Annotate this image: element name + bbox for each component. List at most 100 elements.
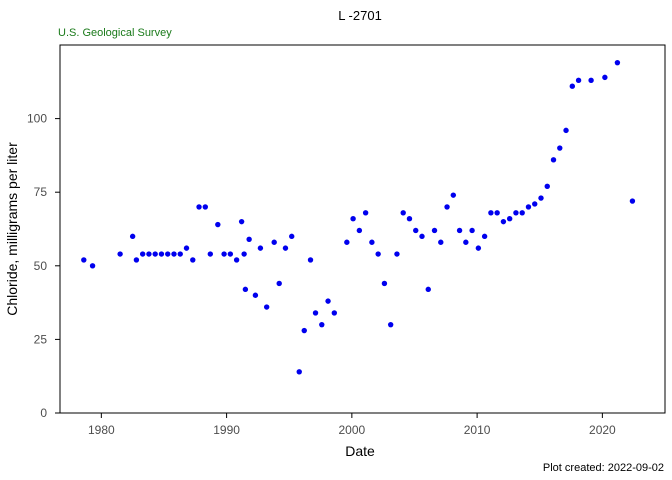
data-point: [538, 195, 544, 201]
data-point: [614, 59, 621, 66]
data-point: [350, 215, 356, 222]
data-point: [444, 204, 450, 210]
data-point: [296, 369, 302, 375]
data-point: [301, 327, 307, 334]
data-point: [263, 304, 270, 310]
agency-label: U.S. Geological Survey: [58, 27, 172, 39]
y-axis-title: Chloride, milligrams per liter: [4, 142, 20, 316]
data-point: [387, 321, 394, 328]
data-point: [81, 257, 87, 263]
data-point: [139, 251, 146, 257]
data-point: [177, 251, 183, 257]
plot-frame: [59, 44, 666, 414]
x-tick-label: 2010: [464, 423, 491, 437]
data-point: [196, 204, 202, 210]
data-point: [207, 251, 214, 257]
data-point: [129, 233, 136, 240]
data-point: [463, 239, 469, 245]
data-point: [513, 210, 519, 216]
chart-title: L -2701: [338, 8, 382, 23]
data-point: [425, 286, 431, 293]
x-tick-label: 2000: [339, 423, 366, 437]
data-point: [500, 218, 507, 225]
y-tick-label: 0: [40, 406, 47, 420]
data-point: [602, 74, 608, 81]
data-point: [227, 251, 234, 257]
data-point: [362, 210, 369, 216]
plot-created-note: Plot created: 2022-09-02: [543, 462, 664, 474]
data-point: [233, 257, 240, 263]
data-point: [158, 251, 165, 257]
data-point: [238, 218, 245, 225]
data-point: [276, 280, 282, 287]
data-point: [257, 245, 264, 251]
data-point: [525, 204, 532, 210]
data-point: [271, 239, 277, 245]
data-point: [319, 321, 325, 328]
y-tick-label: 50: [34, 259, 48, 273]
data-point: [550, 157, 557, 163]
data-point: [190, 257, 196, 263]
data-point: [506, 215, 513, 222]
data-point: [165, 251, 171, 257]
data-point: [494, 210, 500, 216]
data-points: [81, 59, 636, 375]
data-point: [89, 263, 96, 269]
data-point: [431, 227, 438, 234]
data-point: [532, 201, 538, 207]
data-point: [419, 233, 425, 240]
x-axis: 1980 1990 2000 2010 2020: [88, 413, 616, 437]
data-point: [289, 233, 295, 240]
x-axis-title: Date: [345, 443, 375, 459]
data-point: [183, 245, 190, 251]
data-point: [488, 210, 494, 216]
data-point: [282, 245, 289, 251]
data-point: [563, 127, 569, 134]
data-point: [241, 251, 247, 257]
data-point: [242, 286, 249, 293]
data-point: [331, 310, 338, 316]
data-point: [221, 251, 227, 257]
y-tick-label: 25: [34, 332, 48, 346]
data-point: [171, 251, 177, 257]
x-tick-label: 2020: [589, 423, 616, 437]
data-point: [117, 251, 123, 257]
data-point: [456, 227, 463, 234]
y-axis: 0 25 50 75 100: [27, 112, 60, 420]
data-point: [413, 227, 419, 234]
data-point: [307, 257, 314, 263]
data-point: [481, 233, 488, 240]
data-point: [544, 183, 550, 190]
data-point: [325, 298, 331, 304]
data-point: [202, 204, 209, 210]
data-point: [569, 83, 576, 89]
data-point: [519, 210, 525, 216]
x-tick-label: 1990: [213, 423, 240, 437]
y-tick-label: 75: [34, 185, 48, 199]
data-point: [557, 145, 563, 151]
x-tick-label: 1980: [88, 423, 115, 437]
data-point: [369, 239, 375, 245]
data-point: [475, 245, 482, 251]
data-point: [575, 77, 582, 84]
data-point: [252, 292, 259, 298]
data-point: [356, 227, 363, 234]
data-point: [406, 215, 413, 222]
y-tick-label: 100: [27, 112, 47, 126]
data-point: [629, 198, 636, 204]
data-point: [438, 239, 444, 245]
data-point: [450, 192, 457, 198]
data-point: [246, 236, 252, 243]
data-point: [394, 251, 400, 257]
data-point: [381, 280, 388, 287]
data-point: [312, 310, 319, 316]
data-point: [215, 221, 221, 228]
data-point: [375, 251, 381, 257]
data-point: [344, 239, 350, 245]
data-point: [588, 77, 594, 84]
data-point: [400, 210, 406, 216]
data-point: [133, 257, 140, 263]
data-point: [146, 251, 152, 257]
data-point: [152, 251, 158, 257]
